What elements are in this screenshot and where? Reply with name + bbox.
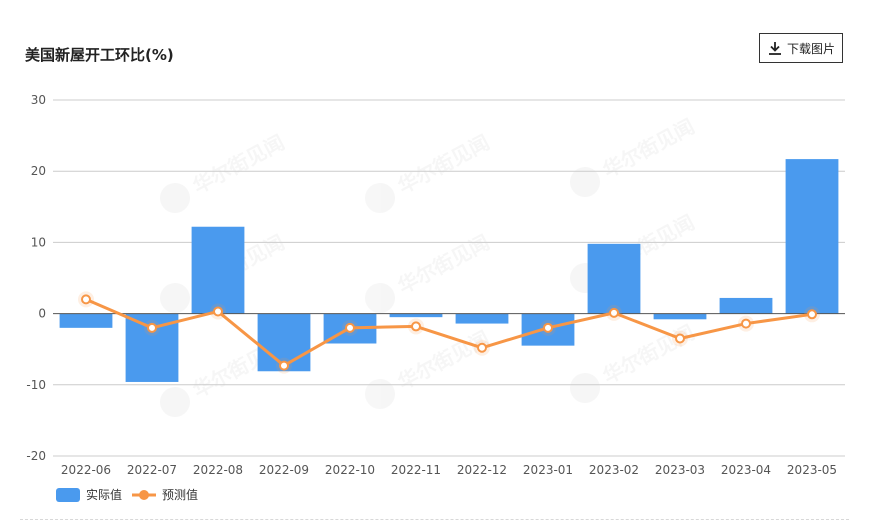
legend: 实际值 预测值: [56, 487, 198, 502]
x-tick-label: 2022-11: [391, 463, 441, 477]
line-point: [213, 306, 223, 317]
bar: [191, 226, 245, 314]
x-tick-label: 2022-07: [127, 463, 177, 477]
watermark: 华尔街见闻: [570, 114, 699, 197]
bar: [653, 313, 707, 320]
watermark-logo: [160, 283, 190, 313]
bar: [587, 243, 641, 314]
x-tick-label: 2022-10: [325, 463, 375, 477]
line-series: [78, 291, 820, 374]
divider: [20, 519, 849, 520]
watermark-logo: [160, 387, 190, 417]
line-point: [543, 322, 553, 333]
watermark: 华尔街见闻: [365, 130, 494, 213]
bar-series: [59, 159, 839, 382]
line-point: [345, 322, 355, 333]
legend-line-marker: [139, 490, 149, 500]
line-point: [411, 321, 421, 332]
y-tick-label: -20: [26, 449, 46, 463]
x-tick-label: 2023-01: [523, 463, 573, 477]
y-tick-label: 10: [31, 235, 46, 249]
legend-label: 实际值: [86, 487, 122, 502]
watermark-text: 华尔街见闻: [599, 320, 699, 388]
chart-title: 美国新屋开工环比(%): [25, 46, 174, 64]
y-tick-label: 30: [31, 93, 46, 107]
watermark-text: 华尔街见闻: [394, 230, 494, 298]
bar: [719, 297, 773, 314]
x-tick-label: 2022-08: [193, 463, 243, 477]
bar: [59, 313, 113, 328]
line-point: [609, 307, 619, 318]
y-tick-label: 20: [31, 164, 46, 178]
line-point: [477, 342, 487, 353]
watermark-text: 华尔街见闻: [394, 130, 494, 198]
line-path: [85, 297, 813, 368]
watermark-logo: [365, 379, 395, 409]
y-tick-label: 0: [38, 307, 46, 321]
watermark-text: 华尔街见闻: [189, 130, 289, 198]
line-point: [675, 333, 685, 344]
bar: [389, 313, 443, 318]
x-tick-label: 2022-09: [259, 463, 309, 477]
watermark-logo: [570, 373, 600, 403]
watermark: 华尔街见闻: [365, 326, 493, 409]
y-axis-tick-labels: 30 20 10 0 -10 -20: [26, 93, 46, 463]
watermark-logo: [365, 183, 395, 213]
download-icon: [768, 42, 781, 55]
x-tick-label: 2023-04: [721, 463, 771, 477]
watermark-logo: [365, 283, 395, 313]
line-point: [741, 318, 751, 329]
watermark-logo: [570, 167, 600, 197]
x-axis-tick-labels: 2022-06 2022-07 2022-08 2022-09 2022-10 2022-…: [61, 463, 837, 477]
x-tick-label: 2023-05: [787, 463, 837, 477]
watermark: 华尔街见闻: [365, 230, 494, 313]
x-tick-label: 2023-03: [655, 463, 705, 477]
grid: [53, 99, 845, 457]
x-tick-label: 2022-12: [457, 463, 507, 477]
bar: [455, 313, 509, 324]
watermark: 华尔街见闻: [160, 130, 289, 213]
line-point: [147, 322, 157, 333]
bar: [785, 159, 839, 314]
line-point: [807, 309, 817, 320]
download-button[interactable]: 下载图片: [759, 33, 843, 63]
download-button-label: 下载图片: [786, 41, 835, 56]
legend-label: 预测值: [162, 487, 198, 502]
watermark-text: 华尔街见闻: [599, 114, 699, 182]
line-point: [279, 360, 289, 371]
watermark-logo: [160, 183, 190, 213]
legend-bar-swatch: [56, 488, 80, 502]
x-tick-label: 2023-02: [589, 463, 639, 477]
y-tick-label: -10: [26, 378, 46, 392]
x-tick-label: 2022-06: [61, 463, 111, 477]
line-point: [81, 294, 91, 305]
